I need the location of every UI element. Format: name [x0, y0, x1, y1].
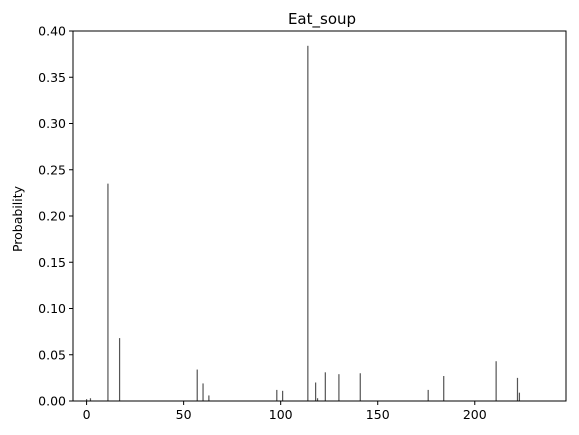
y-tick-label: 0.35 [38, 70, 66, 85]
bar [202, 383, 204, 401]
bar [85, 399, 88, 401]
bar [516, 377, 519, 402]
y-tick-label: 0.25 [38, 162, 66, 177]
bar [518, 392, 521, 401]
bar [118, 338, 121, 401]
chart-title: Eat_soup [288, 10, 356, 29]
bar [324, 372, 326, 401]
x-axis-ticks: 0 50 100 150 200 [83, 401, 487, 422]
x-tick-label: 150 [366, 407, 390, 422]
bar [316, 398, 319, 401]
y-tick-label: 0.30 [38, 116, 66, 131]
bar [208, 395, 210, 401]
y-tick-label: 0.00 [38, 394, 66, 409]
plot-frame [72, 30, 567, 402]
bar [196, 369, 198, 401]
y-tick-label: 0.05 [38, 347, 66, 362]
y-tick-label: 0.10 [38, 301, 66, 316]
bar [89, 398, 92, 401]
bar [338, 374, 340, 401]
y-tick-label: 0.40 [38, 24, 66, 39]
y-axis-ticks: 0.00 0.05 0.10 0.15 0.20 0.25 0.30 0.35 0.40 [38, 24, 73, 409]
bar [282, 390, 284, 401]
bar [443, 376, 445, 401]
y-tick-label: 0.15 [38, 255, 66, 270]
bars-group [85, 45, 521, 402]
bar [307, 45, 309, 402]
bar [315, 382, 317, 401]
y-axis-label: Probability [10, 185, 25, 252]
x-tick-label: 50 [176, 407, 192, 422]
x-tick-label: 200 [463, 407, 487, 422]
x-tick-label: 0 [83, 407, 91, 422]
bar [276, 389, 278, 401]
x-tick-label: 100 [269, 407, 293, 422]
y-tick-label: 0.20 [38, 209, 66, 224]
bar [495, 361, 497, 401]
bar [427, 389, 429, 401]
bar [107, 183, 109, 401]
bar [359, 373, 361, 401]
